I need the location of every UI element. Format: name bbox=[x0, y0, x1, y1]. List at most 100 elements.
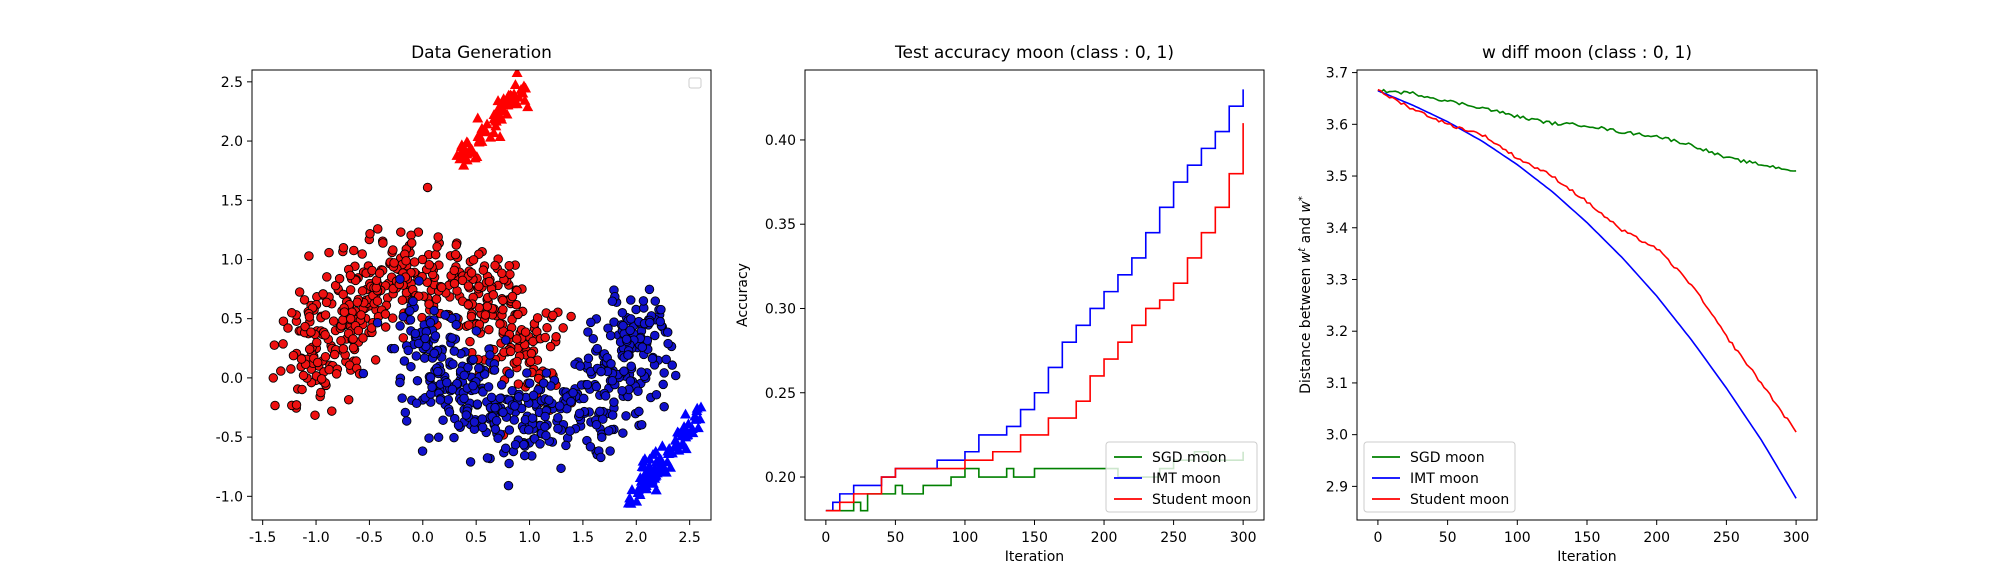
scatter-point bbox=[626, 314, 636, 324]
scatter-point bbox=[551, 332, 561, 342]
scatter-triangle bbox=[476, 136, 488, 146]
scatter-point bbox=[471, 326, 482, 336]
scatter-point bbox=[463, 300, 474, 310]
scatter-point bbox=[345, 314, 356, 324]
scatter-point bbox=[490, 424, 501, 434]
scatter-point bbox=[422, 182, 433, 193]
scatter-point bbox=[503, 480, 514, 491]
scatter-point bbox=[387, 313, 398, 323]
scatter-triangle bbox=[638, 461, 650, 472]
scatter-point bbox=[424, 433, 434, 443]
scatter-point bbox=[468, 381, 478, 391]
scatter-point bbox=[634, 406, 644, 417]
scatter-point bbox=[472, 399, 483, 409]
legend-label: SGD moon bbox=[1152, 450, 1227, 466]
scatter-point bbox=[408, 296, 418, 307]
scatter-point bbox=[623, 350, 633, 360]
scatter-point bbox=[512, 334, 522, 344]
scatter-triangle bbox=[650, 484, 662, 495]
scatter-point bbox=[504, 425, 515, 435]
x-tick-label: 300 bbox=[1230, 530, 1257, 546]
scatter-point bbox=[433, 232, 443, 242]
x-tick-label: 50 bbox=[886, 530, 904, 546]
scatter-point bbox=[631, 304, 641, 315]
scatter-point bbox=[606, 359, 616, 369]
scatter-point bbox=[482, 301, 492, 312]
scatter-point bbox=[565, 426, 575, 436]
y-tick-label: 2.9 bbox=[1326, 479, 1348, 495]
x-tick-label: 2.5 bbox=[679, 530, 701, 546]
scatter-point bbox=[545, 341, 556, 352]
y-tick-label: -1.0 bbox=[216, 489, 243, 505]
scatter-point bbox=[334, 273, 345, 284]
scatter-point bbox=[556, 463, 566, 474]
scatter-point bbox=[513, 392, 524, 402]
scatter-point bbox=[468, 255, 479, 265]
scatter-point bbox=[541, 368, 552, 378]
scatter-point bbox=[463, 281, 474, 291]
y-axis-label-part: t bbox=[1297, 247, 1308, 252]
scatter-point bbox=[618, 320, 628, 331]
scatter-point bbox=[490, 402, 500, 413]
scatter-point bbox=[561, 440, 571, 451]
scatter-triangle bbox=[690, 413, 702, 424]
scatter-triangle bbox=[494, 131, 506, 142]
scatter-point bbox=[605, 330, 616, 341]
scatter-triangle bbox=[490, 115, 502, 126]
scatter-point bbox=[574, 408, 585, 419]
scatter-point bbox=[444, 407, 455, 417]
scatter-point bbox=[370, 355, 381, 365]
scatter-point bbox=[345, 285, 356, 295]
scatter-point bbox=[566, 311, 576, 322]
scatter-point bbox=[469, 417, 480, 427]
scatter-point bbox=[491, 415, 502, 426]
scatter-point bbox=[591, 419, 602, 430]
scatter-point bbox=[357, 286, 368, 296]
x-tick-label: 1.5 bbox=[572, 530, 594, 546]
scatter-point bbox=[540, 411, 550, 422]
scatter-point bbox=[429, 348, 440, 359]
scatter-point bbox=[625, 376, 636, 386]
scatter-point bbox=[512, 356, 522, 367]
y-tick-label: -0.5 bbox=[216, 430, 243, 446]
scatter-point bbox=[522, 368, 532, 378]
scatter-triangle bbox=[458, 159, 470, 170]
y-tick-label: 0.35 bbox=[765, 217, 796, 233]
y-axis-label-part: * bbox=[1297, 196, 1308, 201]
scatter-triangle bbox=[498, 93, 510, 104]
scatter-point bbox=[395, 274, 405, 284]
scatter-point bbox=[621, 334, 632, 345]
scatter-point bbox=[378, 238, 388, 248]
scatter-point bbox=[417, 446, 428, 456]
scatter-point bbox=[484, 276, 495, 287]
scatter-point bbox=[625, 325, 635, 336]
x-tick-label: 100 bbox=[952, 530, 979, 546]
scatter-triangle bbox=[680, 443, 692, 454]
scatter-point bbox=[453, 420, 464, 430]
scatter-point bbox=[607, 410, 618, 420]
scatter-point bbox=[538, 378, 549, 388]
scatter-point bbox=[636, 420, 647, 430]
scatter-triangle bbox=[657, 463, 669, 474]
legend-label: SGD moon bbox=[1410, 450, 1485, 466]
scatter-point bbox=[433, 432, 444, 443]
scatter-point bbox=[372, 318, 383, 328]
scatter-point bbox=[440, 310, 450, 320]
scatter-point bbox=[331, 369, 342, 379]
scatter-point bbox=[650, 330, 660, 341]
scatter-point bbox=[380, 309, 391, 319]
scatter-point bbox=[336, 335, 346, 346]
scatter-point bbox=[286, 308, 297, 318]
scatter-point bbox=[582, 379, 593, 390]
scatter-point bbox=[388, 245, 398, 255]
scatter-point bbox=[401, 416, 412, 426]
chart-title: Data Generation bbox=[411, 43, 552, 63]
scatter-point bbox=[312, 337, 322, 348]
scatter-point bbox=[451, 240, 462, 250]
scatter-point bbox=[644, 284, 655, 295]
scatter-point bbox=[579, 393, 589, 404]
scatter-point bbox=[544, 395, 554, 405]
scatter-point bbox=[466, 311, 477, 322]
scatter-point bbox=[400, 407, 411, 418]
data-generation-axes: Data Generation -1.5 -1.0 -0.5 0.0 0.5 1.0 1.5 2… bbox=[216, 43, 712, 546]
